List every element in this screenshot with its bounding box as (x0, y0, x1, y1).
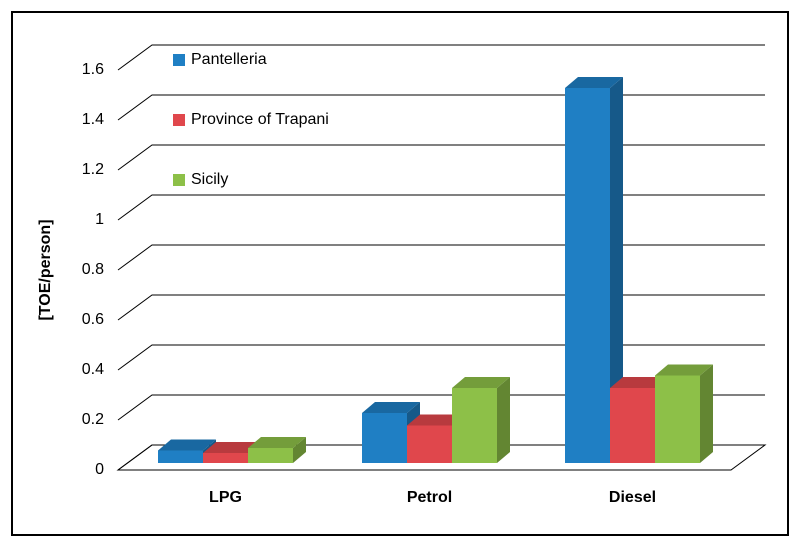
bar (655, 364, 713, 463)
bar-side (497, 377, 510, 463)
grid-line (117, 194, 765, 221)
grid-line (117, 444, 765, 471)
y-tick-label: 0.2 (82, 411, 104, 428)
y-tick-label: 0 (95, 461, 104, 478)
bar-top (158, 439, 216, 451)
bar-top (565, 77, 623, 88)
bar-top (610, 377, 668, 388)
bar-top (203, 442, 261, 453)
grid-line (117, 144, 765, 171)
y-tick-label: 0.6 (82, 311, 104, 328)
y-axis-title: [TOE/person] (37, 219, 54, 320)
bar-front (610, 388, 655, 463)
grid-line (117, 94, 765, 121)
bar (452, 377, 510, 463)
bar-front (655, 375, 700, 463)
grid-line (117, 394, 765, 421)
bar-front (362, 413, 407, 463)
grid-line (117, 244, 765, 271)
legend-label: Province of Trapani (191, 111, 329, 128)
bar-top (655, 364, 713, 376)
bar-side (700, 364, 713, 463)
bar-front (407, 425, 452, 463)
grid-line (117, 294, 765, 321)
legend-swatch (173, 174, 185, 186)
grid-line (117, 344, 765, 371)
grid-line (117, 44, 765, 71)
legend-label: Sicily (191, 171, 228, 188)
bar-top (362, 402, 420, 413)
bar-front (452, 388, 497, 463)
legend-label: Pantelleria (191, 51, 267, 68)
y-tick-label: 0.4 (82, 361, 104, 378)
bar-front (203, 453, 248, 463)
bar-side (610, 77, 623, 463)
x-tick-label: LPG (209, 489, 242, 506)
bar-top (407, 414, 465, 426)
y-tick-label: 1.4 (82, 111, 104, 128)
x-tick-label: Petrol (407, 489, 452, 506)
y-tick-label: 0.8 (82, 261, 104, 278)
y-tick-label: 1 (95, 211, 104, 228)
legend-swatch (173, 114, 185, 126)
bar-front (565, 88, 610, 463)
bar-front (248, 448, 293, 463)
bar-front (158, 450, 203, 463)
bar (248, 437, 306, 463)
y-tick-label: 1.2 (82, 161, 104, 178)
x-tick-label: Diesel (609, 489, 656, 506)
bar-top (248, 437, 306, 448)
bar-top (452, 377, 510, 388)
bar-side (293, 437, 306, 463)
bar (565, 77, 623, 463)
y-tick-label: 1.6 (82, 61, 104, 78)
legend-swatch (173, 54, 185, 66)
